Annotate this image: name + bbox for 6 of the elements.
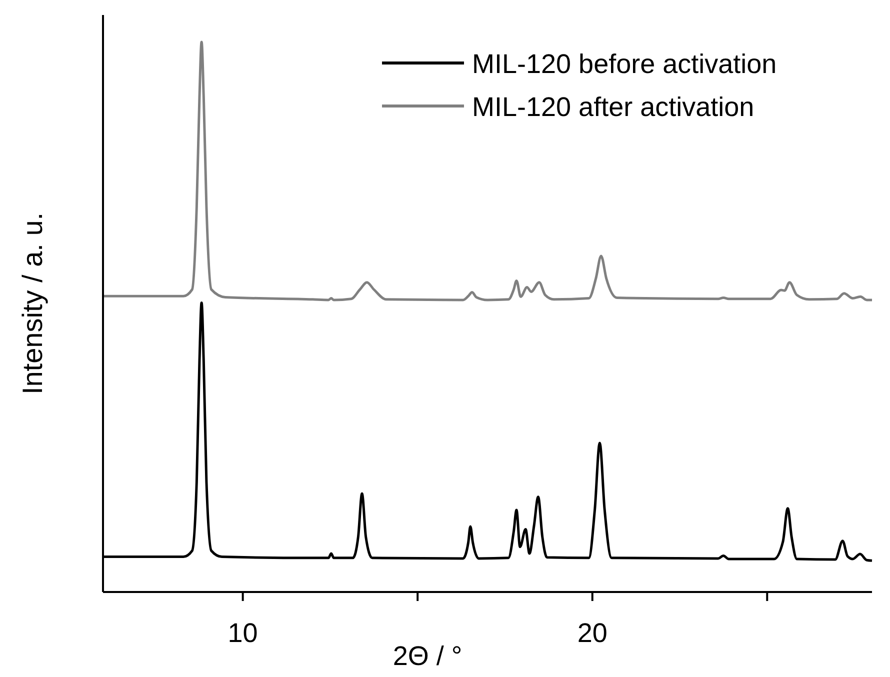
y-axis-title: Intensity / a. u. [17, 212, 48, 395]
x-axis-title: 2Θ / ° [392, 641, 462, 671]
x-tick-label: 10 [228, 618, 258, 648]
x-tick-label: 20 [577, 618, 608, 648]
legend-label: MIL-120 after activation [472, 92, 754, 122]
legend-label: MIL-120 before activation [472, 49, 777, 79]
